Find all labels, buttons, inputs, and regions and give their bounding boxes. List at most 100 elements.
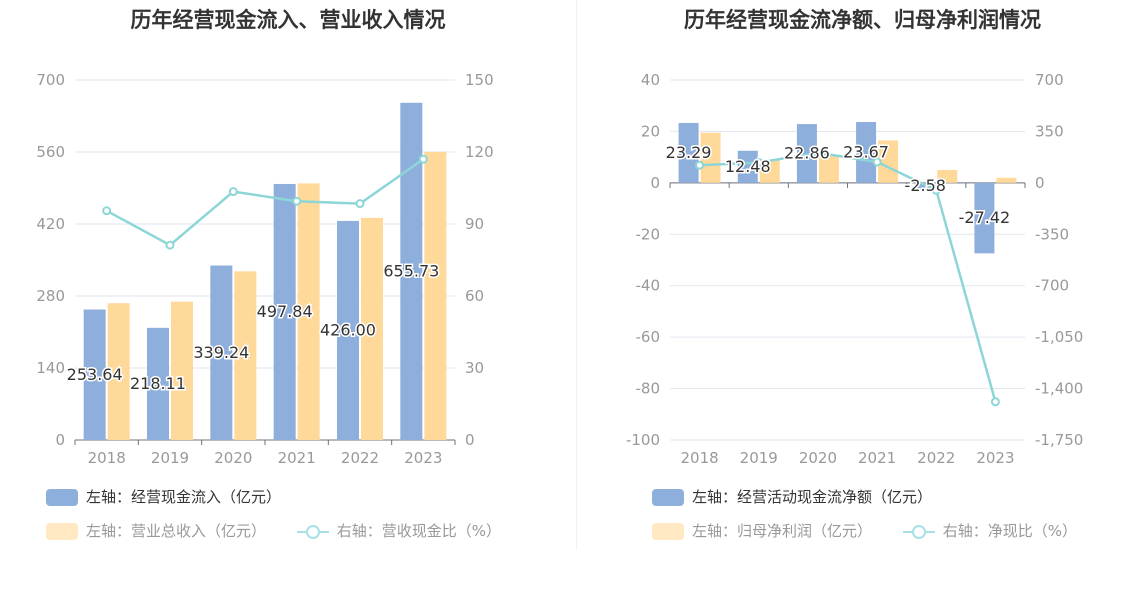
bar-series-1 [974,182,995,254]
bar-series-2 [996,177,1017,183]
line-point [292,196,302,206]
data-label: 426.00 [320,320,376,339]
data-label: -2.58 [905,176,946,195]
chart-plot-right: -100 -80 -60 -40 -20 0 20 40 -1,750 -1,400 -1,050 -… [626,71,1083,467]
bar-series-1 [83,309,106,440]
line-point [931,185,941,195]
legend-label: 左轴：经营现金流入（亿元） [86,488,282,506]
line-point [754,158,764,168]
line-point [165,240,175,250]
x-tick-label: 2020 [799,449,837,467]
y-right-tick-label: 90 [465,215,484,233]
y-right-tick-label: -1,750 [1035,431,1083,449]
bar-series-1 [856,121,877,183]
legend-label: 左轴：经营活动现金流净额（亿元） [692,488,933,506]
x-tick-label: 2023 [404,449,442,467]
line-series [106,158,425,247]
y-right-tick-label: 30 [465,359,484,377]
line-point [695,160,705,170]
y-right-tick-label: 150 [465,71,494,89]
y-left-tick-label: -40 [636,277,661,295]
bar-series-2 [759,159,780,183]
x-tick-label: 2019 [151,449,189,467]
y-right-tick-label: 350 [1035,122,1064,140]
line-series [699,151,997,403]
y-right-tick-label: -1,050 [1035,328,1083,346]
bar-series-1 [337,220,359,440]
bar-series-1 [678,122,699,183]
line-point [102,206,112,216]
y-left-tick-label: -20 [636,225,661,243]
bar-series-2 [878,140,899,183]
y-left-tick-label: 0 [55,431,65,449]
bar-series-2 [818,154,839,183]
x-tick-label: 2018 [88,449,126,467]
chart-plot-left: 0 140 280 420 560 700 0 30 60 90 120 150 2018 2019 202… [36,71,494,467]
bar-series-2 [297,183,320,440]
y-left-tick-label: 20 [641,122,660,140]
legend-item-net-cash-ratio[interactable]: 右轴：净现比（%） [902,520,1077,541]
y-right-tick-label: -350 [1035,225,1069,243]
line-point [872,157,882,167]
y-left-tick-label: 140 [36,359,65,377]
legend-item-net-cash[interactable]: 左轴：经营活动现金流净额（亿元） [652,486,932,507]
x-tick-label: 2022 [917,449,955,467]
legend-item-revenue[interactable]: 左轴：营业总收入（亿元） [46,520,266,541]
x-tick-label: 2019 [740,449,778,467]
bar-series-1 [147,327,169,440]
legend-label: 左轴：归母净利润（亿元） [692,522,873,540]
bar-series-2 [937,170,958,183]
y-left-tick-label: 420 [36,215,65,233]
legend-right: 左轴：经营活动现金流净额（亿元） 左轴：归母净利润（亿元） 右轴：净现比（%） [652,486,1103,541]
legend-row: 左轴：经营活动现金流净额（亿元） [652,486,1103,507]
y-left-tick-label: -60 [636,328,661,346]
bar-series-2 [700,132,721,183]
legend-swatch-blue [652,489,684,506]
line-marker-icon [296,523,329,540]
y-left-tick-label: 40 [641,71,660,89]
x-tick-label: 2018 [680,449,718,467]
chart-title: 历年经营现金流入、营业收入情况 [130,8,446,32]
bar-series-2 [234,271,257,440]
data-label: 339.24 [193,343,249,362]
bar-series-1 [737,150,758,183]
y-left-tick-label: 700 [36,71,65,89]
y-left-tick-label: 560 [36,143,65,161]
data-label: -27.42 [959,208,1011,227]
bar-series-1 [273,183,296,440]
bar-series-2 [171,301,193,440]
bar-series-1 [210,265,233,440]
legend-swatch-blue [46,489,78,506]
x-tick-label: 2022 [341,449,379,467]
legend-item-ratio[interactable]: 右轴：营收现金比（%） [296,520,502,541]
legend-swatch-orange [46,523,78,540]
legend-item-cash-inflow[interactable]: 左轴：经营现金流入（亿元） [46,486,281,507]
line-point [228,187,238,197]
chart-panel-right: 历年经营现金流净额、归母净利润情况 -100 -80 -60 -40 -20 0 20 40-… [577,0,1148,550]
line-point [813,148,823,158]
data-label: 655.73 [383,261,439,280]
bar-series-1 [400,102,423,440]
data-label: 497.84 [257,302,313,321]
y-left-tick-label: 280 [36,287,65,305]
data-label: 22.86 [784,143,830,162]
line-point [990,397,1000,407]
legend-item-net-profit[interactable]: 左轴：归母净利润（亿元） [652,520,872,541]
legend-label: 右轴：营收现金比（%） [336,522,502,540]
legend-label: 左轴：营业总收入（亿元） [86,522,267,540]
x-tick-label: 2023 [976,449,1014,467]
y-right-tick-label: 0 [1035,174,1045,192]
line-point [418,154,428,164]
y-right-tick-label: 60 [465,287,484,305]
chart-panel-left: 历年经营现金流入、营业收入情况 0 140 280 420 560 700 0 30 60 90 1… [0,0,576,550]
y-right-tick-label: -1,400 [1035,380,1083,398]
data-label: 23.67 [843,142,889,161]
data-label: 218.11 [130,374,186,393]
data-label: 23.29 [666,143,712,162]
x-tick-label: 2021 [858,449,896,467]
y-right-tick-label: -700 [1035,277,1069,295]
y-right-tick-label: 0 [465,431,475,449]
legend-row: 左轴：营业总收入（亿元） 右轴：营收现金比（%） [46,520,527,541]
bar-series-2 [361,217,383,440]
y-right-tick-label: 120 [465,143,494,161]
